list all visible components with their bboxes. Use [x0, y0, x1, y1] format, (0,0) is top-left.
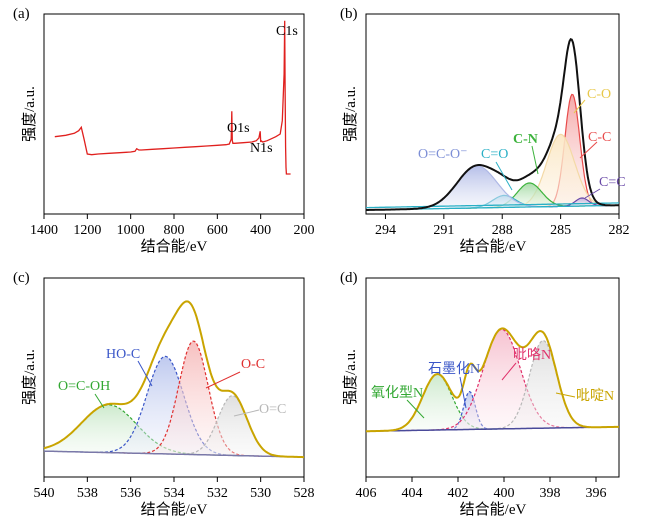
x-axis: 1400 1200 1000 800 600 400 200 [30, 214, 315, 238]
x-tick-label: 400 [250, 223, 271, 238]
annotation-c-n: C-N [513, 132, 538, 147]
fitted-components [366, 328, 614, 432]
x-tick-label: 536 [120, 486, 141, 501]
plot-frame [43, 13, 305, 215]
envelope-line [43, 300, 304, 459]
plot-frame [365, 13, 620, 215]
x-tick-label: 404 [402, 486, 423, 501]
envelope-line [366, 37, 619, 211]
x-axis: 540 538 536 534 532 530 528 [34, 477, 315, 501]
panel-c: (c) 540 538 536 534 532 530 528 O=C-OH HO-C O-… [13, 270, 315, 518]
x-tick-label: 402 [448, 486, 469, 501]
x-tick-label: 398 [540, 486, 561, 501]
x-axis-title: 结合能/eV [141, 238, 208, 255]
x-tick-label: 1200 [73, 223, 101, 238]
leader-lines [495, 99, 601, 199]
x-tick-label: 538 [77, 486, 98, 501]
x-tick-label: 406 [356, 486, 377, 501]
baseline-line [366, 202, 619, 209]
annotation-pyridinic-oxide-n: 氧化型N [371, 385, 423, 401]
component-area [487, 134, 619, 208]
x-tick-label: 294 [375, 223, 396, 238]
panel-label: (c) [13, 270, 30, 286]
component-area [375, 166, 579, 210]
annotation-o-c-o: O=C-O⁻ [418, 147, 468, 162]
component-line [156, 395, 304, 458]
x-axis: 406 404 402 400 398 396 [356, 477, 607, 501]
x-axis-title: 结合能/eV [141, 501, 208, 518]
component-area [466, 183, 594, 209]
component-area [156, 395, 304, 458]
x-tick-label: 200 [294, 223, 315, 238]
x-axis-title: 结合能/eV [460, 238, 527, 255]
component-area [533, 94, 610, 207]
annotation-c-eq-c: C=C [599, 175, 626, 190]
annotation-graphitic-n: 石墨化N [428, 361, 480, 377]
panel-b: (b) 294 291 288 285 282 C-O C-C C-N C=O O=C-… [340, 6, 630, 255]
component-area [70, 356, 261, 457]
x-tick-label: 400 [494, 486, 515, 501]
component-area [548, 198, 616, 207]
y-axis-title: 强度/a.u. [342, 349, 359, 405]
panel-label: (b) [340, 6, 358, 22]
annotation-o-eq-c: O=C [259, 402, 286, 417]
panel-d: (d) 406 404 402 400 398 396 氧化型N 石墨化N 吡咯N 吡啶N… [340, 270, 620, 518]
x-tick-label: 532 [207, 486, 228, 501]
envelope-line [366, 327, 619, 433]
leader-lines [406, 362, 576, 419]
x-tick-label: 530 [250, 486, 271, 501]
y-axis-title: 强度/a.u. [21, 349, 38, 405]
component-area [117, 341, 270, 457]
panel-label: (a) [13, 6, 30, 22]
x-axis: 294 291 288 285 282 [375, 214, 630, 238]
annotation-pyrrolic-n: 吡咯N [513, 347, 551, 363]
survey-spectrum-line [54, 20, 291, 175]
x-tick-label: 1000 [117, 223, 145, 238]
component-area [406, 329, 598, 431]
component-area [472, 340, 614, 430]
plot-frame [365, 277, 620, 478]
x-tick-label: 291 [433, 223, 454, 238]
x-tick-label: 540 [34, 486, 55, 501]
annotation-o-c-oh: O=C-OH [58, 379, 110, 394]
component-area [44, 404, 252, 456]
x-tick-label: 800 [164, 223, 185, 238]
panel-a: (a) 1400 1200 1000 800 600 400 200 C1s O1s N1s… [13, 6, 315, 255]
x-axis-title: 结合能/eV [460, 501, 527, 518]
x-tick-label: 1400 [30, 223, 58, 238]
annotation-o-c: O-C [241, 357, 265, 372]
x-tick-label: 396 [586, 486, 607, 501]
annotation-c-eq-o: C=O [481, 147, 508, 162]
leader-lines [94, 360, 260, 417]
annotation-c-o: C-O [587, 87, 611, 102]
x-tick-label: 600 [207, 223, 228, 238]
x-tick-label: 288 [492, 223, 513, 238]
x-tick-label: 528 [294, 486, 315, 501]
x-tick-label: 285 [550, 223, 571, 238]
component-area [366, 374, 514, 432]
annotation-c1s: C1s [276, 24, 298, 39]
x-tick-label: 534 [164, 486, 185, 501]
annotation-n1s: N1s [250, 141, 273, 156]
annotation-ho-c: HO-C [106, 347, 140, 362]
baseline-line [43, 450, 304, 458]
annotation-pyridine-n: 吡啶N [576, 388, 614, 404]
baseline-line [366, 426, 619, 432]
annotation-o1s: O1s [227, 121, 250, 136]
panel-label: (d) [340, 270, 358, 286]
annotation-c-c: C-C [588, 130, 611, 145]
y-axis-title: 强度/a.u. [21, 86, 38, 142]
x-tick-label: 282 [609, 223, 630, 238]
y-axis-title: 强度/a.u. [342, 86, 359, 142]
